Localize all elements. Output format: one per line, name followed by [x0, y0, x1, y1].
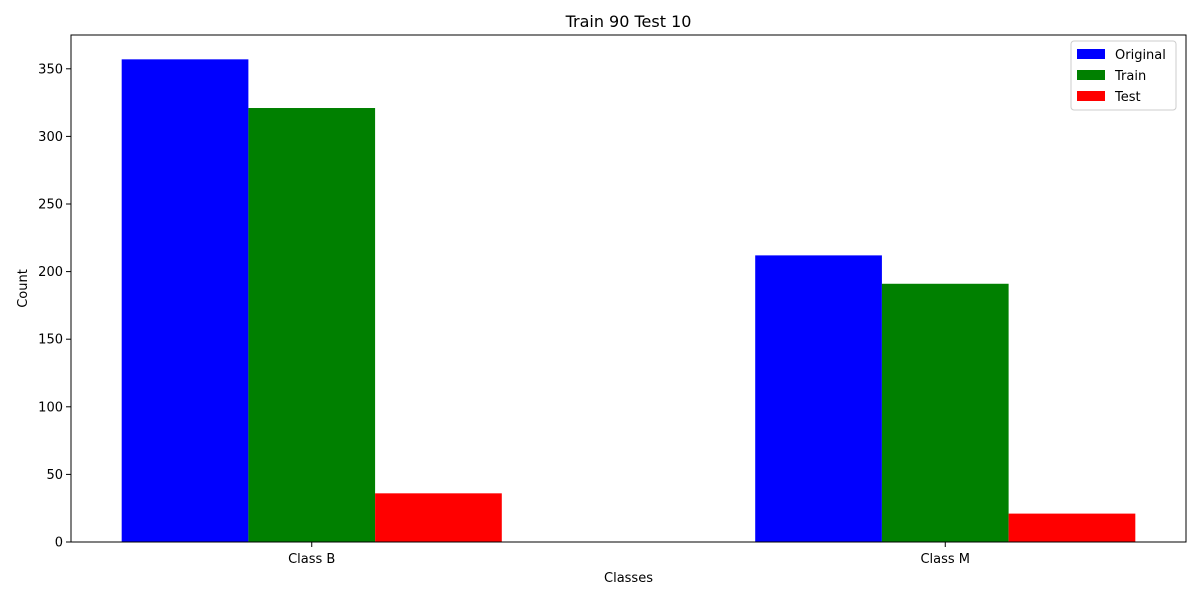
y-tick-label: 350 [38, 62, 63, 77]
y-axis-label: Count [16, 269, 31, 308]
legend: Original Train Test [1070, 40, 1177, 111]
y-tick-label: 50 [46, 468, 63, 483]
bars-group [121, 59, 1136, 543]
legend-swatch-original [1077, 49, 1105, 59]
y-tick-label: 250 [38, 198, 63, 213]
x-tick-label: Class M [920, 552, 970, 567]
bar-original-class-m [755, 255, 882, 542]
bar-test-class-m [1008, 513, 1136, 542]
plot-frame [70, 34, 1187, 543]
bar-original-class-b [121, 59, 249, 542]
x-axis-label: Classes [604, 571, 653, 586]
legend-label-train: Train [1114, 69, 1146, 84]
legend-label-test: Test [1114, 90, 1141, 105]
legend-label-original: Original [1115, 48, 1166, 63]
bar-train-class-b [248, 108, 376, 543]
y-tick-label: 0 [55, 536, 63, 551]
x-tick-label: Class B [288, 552, 335, 567]
legend-swatch-test [1077, 91, 1105, 101]
y-tick-label: 200 [38, 265, 63, 280]
legend-swatch-train [1077, 70, 1105, 80]
y-axis-ticks: 0 50 100 150 200 250 300 350 [38, 62, 71, 551]
chart-title: Train 90 Test 10 [565, 12, 692, 31]
y-tick-label: 150 [38, 333, 63, 348]
bar-test-class-b [375, 493, 502, 542]
x-axis-ticks: Class B Class M [288, 542, 970, 567]
bar-train-class-m [881, 283, 1009, 542]
y-tick-label: 100 [38, 400, 63, 415]
y-tick-label: 300 [38, 130, 63, 145]
